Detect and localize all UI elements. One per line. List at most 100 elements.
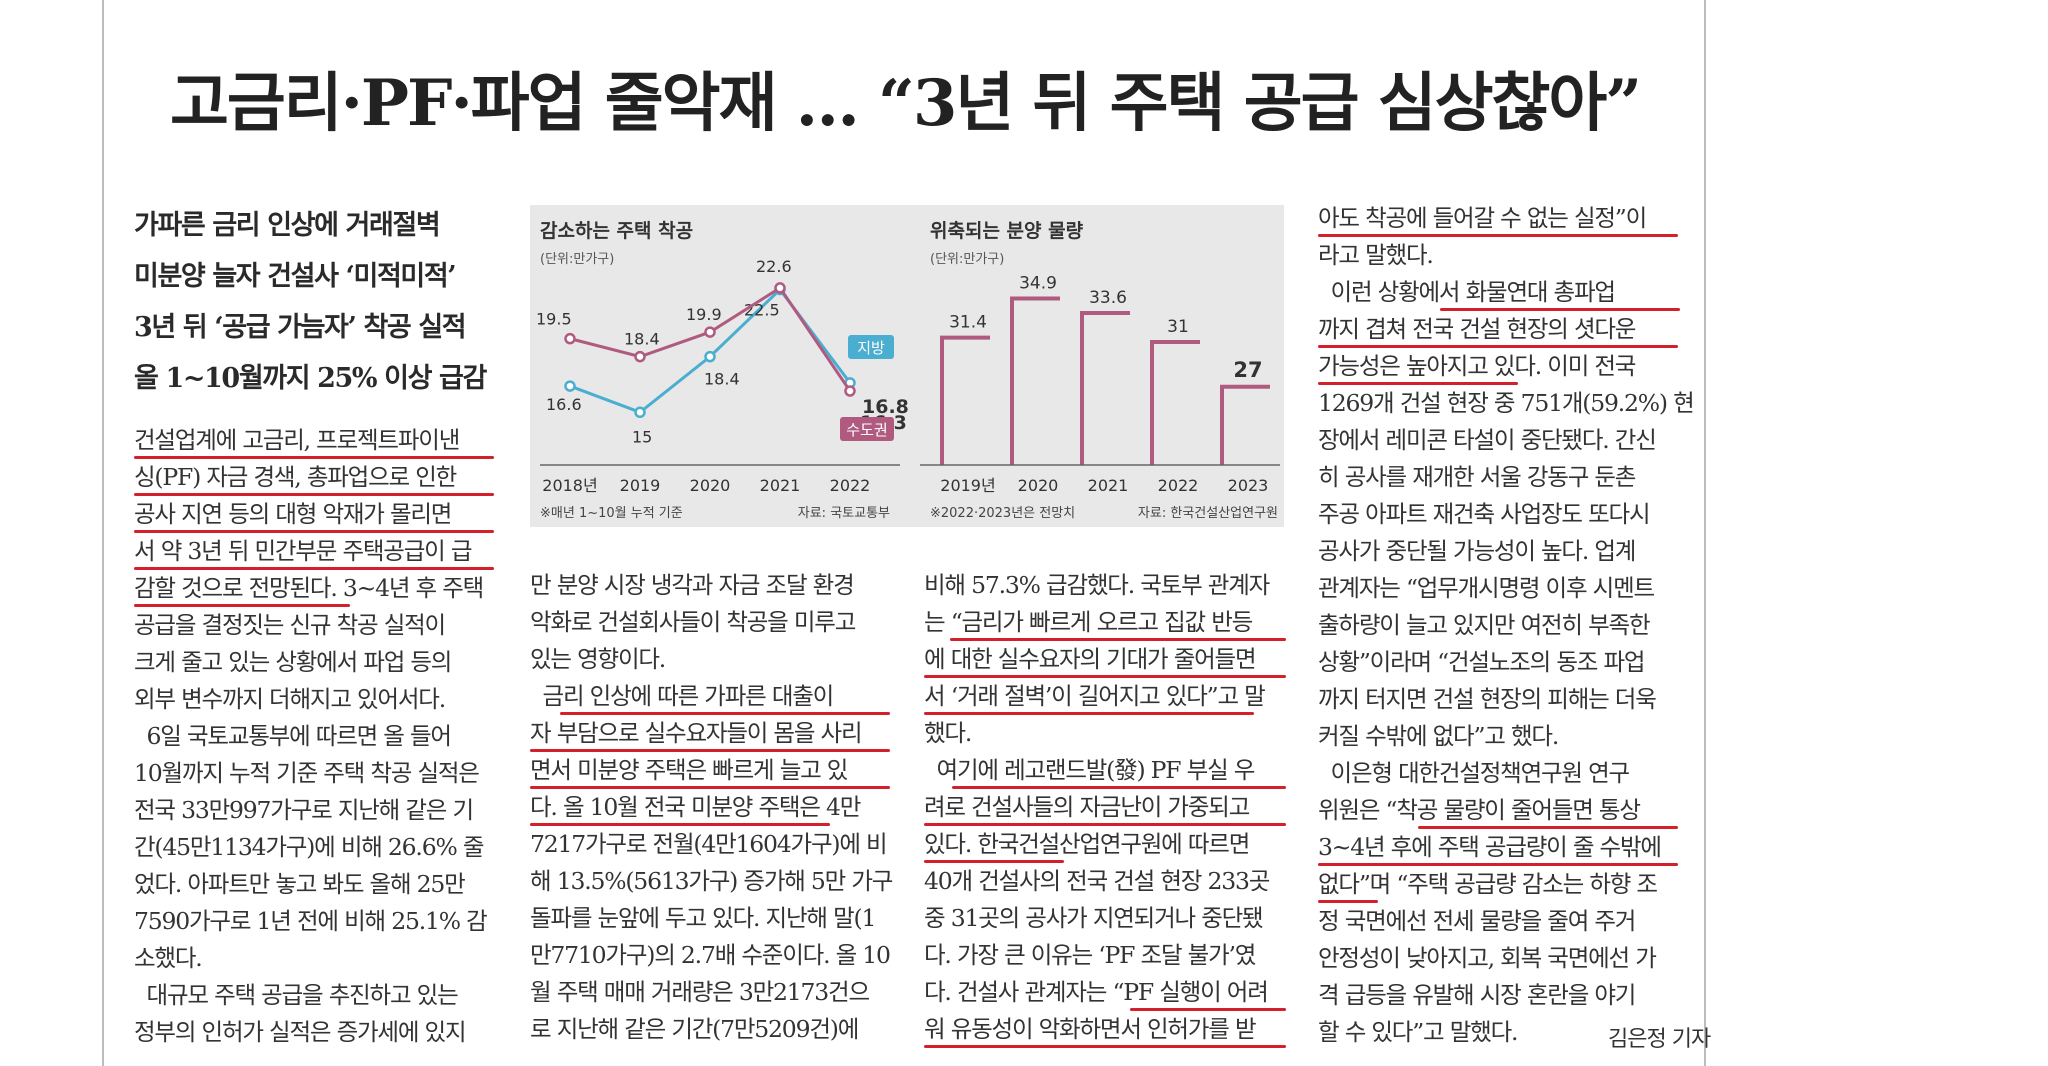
- x-tick-label: 2023: [1228, 476, 1269, 495]
- x-tick-label: 2018년: [542, 476, 597, 495]
- article-line: 이런 상황에서 화물연대 총파업: [1318, 278, 1616, 306]
- x-tick-label: 2021: [1088, 476, 1129, 495]
- article-line: 크게 줄고 있는 상황에서 파업 등의: [134, 648, 452, 676]
- chart-title: 감소하는 주택 착공: [540, 220, 693, 242]
- article-line: 없다”며 “주택 공급량 감소는 하향 조: [1318, 870, 1658, 898]
- article-line: 격 급등을 유발해 시장 혼란을 야기: [1318, 981, 1636, 1009]
- article-line: 간(45만1134가구)에 비해 26.6% 줄: [134, 833, 484, 861]
- article-line: 까지 겹쳐 전국 건설 현장의 셧다운: [1318, 315, 1636, 343]
- article-line: 려로 건설사들의 자금난이 가중되고: [924, 793, 1250, 821]
- underline: [924, 860, 1064, 863]
- legend-label: 지방: [857, 339, 885, 357]
- article-line: 해 13.5%(5613가구) 증가해 5만 가구: [530, 867, 893, 895]
- underline: [1318, 863, 1678, 866]
- article-line: 서 약 3년 뒤 민간부문 주택공급이 급: [134, 537, 472, 565]
- underline: [1318, 345, 1678, 348]
- article-line: 1269개 건설 현장 중 751개(59.2%) 현: [1318, 389, 1695, 417]
- underline: [1318, 234, 1678, 237]
- x-tick-label: 2022: [1158, 476, 1199, 495]
- article-line: 돌파를 눈앞에 두고 있다. 지난해 말(1: [530, 904, 876, 932]
- data-label: 34.9: [1019, 273, 1057, 293]
- subhead-line: 3년 뒤 ‘공급 가늠자’ 착공 실적: [134, 312, 467, 343]
- article-line: 공사가 중단될 가능성이 높다. 업계: [1318, 537, 1636, 565]
- article-line: 3~4년 후에 주택 공급량이 줄 수밖에: [1318, 833, 1662, 861]
- article-line: 관계자는 “업무개시명령 이후 시멘트: [1318, 574, 1655, 602]
- byline: 김은정 기자: [1608, 1027, 1711, 1052]
- chart-note: ※매년 1~10월 누적 기준: [540, 506, 683, 521]
- article-line: 장에서 레미콘 타설이 중단됐다. 간신: [1318, 426, 1657, 454]
- x-tick-label: 2019: [620, 476, 661, 495]
- underline: [924, 675, 1286, 678]
- data-point: [564, 332, 576, 345]
- data-label: 16.8: [862, 396, 909, 418]
- article-line: 가능성은 높아지고 있다. 이미 전국: [1318, 352, 1636, 380]
- data-label: 15: [632, 427, 652, 446]
- article-line: 까지 터지면 건설 현장의 피해는 더욱: [1318, 685, 1657, 713]
- article-line: 는 “금리가 빠르게 오르고 집값 반등: [924, 608, 1253, 636]
- subhead-line: 가파른 금리 인상에 거래절벽: [134, 210, 441, 241]
- article-line: 자 부담으로 실수요자들이 몸을 사리: [530, 719, 863, 747]
- article-line: 다. 가장 큰 이유는 ‘PF 조달 불가’였: [924, 941, 1256, 969]
- underline: [1318, 382, 1518, 385]
- data-label: 16.6: [546, 395, 582, 414]
- underline: [1440, 308, 1680, 311]
- article-line: 있는 영향이다.: [530, 645, 666, 673]
- data-point: [844, 385, 856, 397]
- data-label: 33.6: [1089, 288, 1127, 308]
- data-point: [704, 350, 716, 363]
- underline: [134, 456, 494, 459]
- underline: [924, 1045, 1286, 1048]
- article-line: 7217가구로 전월(4만1604가구)에 비: [530, 830, 888, 858]
- article-line: 월 주택 매매 거래량은 3만2173건으: [530, 978, 870, 1006]
- article-line: 상황”이라며 “건설노조의 동조 파업: [1318, 648, 1646, 676]
- article-line: 7590가구로 1년 전에 비해 25.1% 감: [134, 907, 488, 935]
- article-line: 외부 변수까지 더해지고 있어서다.: [134, 685, 446, 713]
- article-column-4: 아도 착공에 들어갈 수 없는 실정”이 라고 말했다. 이런 상황에서 화물연대…: [1318, 200, 1695, 1051]
- underline: [1418, 826, 1678, 829]
- data-label: 31.4: [949, 313, 987, 333]
- article-column-2: 만 분양 시장 냉각과 자금 조달 환경 악화로 건설회사들이 착공을 미루고 있는…: [530, 567, 894, 1048]
- chart-svg: 감소하는 주택 착공 (단위:만가구) 16.6 15 18.4 22.5 16.8 19.5…: [536, 220, 1280, 521]
- underline: [134, 567, 494, 570]
- article-line: 대규모 주택 공급을 추진하고 있는: [134, 981, 459, 1009]
- underline: [134, 493, 494, 496]
- subhead-line: 올 1~10월까지 25% 이상 급감: [134, 363, 487, 394]
- article-line: 했다.: [924, 719, 972, 747]
- chart-unit-label: (단위:만가구): [540, 252, 614, 267]
- article-line: 금리 인상에 따른 가파른 대출이: [530, 682, 835, 710]
- data-point: [774, 282, 786, 294]
- subhead: 가파른 금리 인상에 거래절벽 미분양 늘자 건설사 ‘미적미적’ 3년 뒤 ‘…: [134, 200, 504, 404]
- article-line: 만7710가구)의 2.7배 수준이다. 올 10: [530, 941, 891, 969]
- underline: [950, 638, 1286, 641]
- chart-title: 위축되는 분양 물량: [930, 220, 1084, 242]
- article-line: 다. 건설사 관계자는 “PF 실행이 어려: [924, 978, 1269, 1006]
- underline: [530, 786, 890, 789]
- underline: [1130, 1008, 1286, 1011]
- underline: [560, 712, 890, 715]
- underline: [530, 749, 890, 752]
- article-line: 6일 국토교통부에 따르면 올 들어: [134, 722, 453, 750]
- bar: [940, 335, 990, 465]
- article-line: 안정성이 낮아지고, 회복 국면에선 가: [1318, 944, 1657, 972]
- article-line: 커질 수밖에 없다”고 했다.: [1318, 722, 1559, 750]
- article-line: 었다. 아파트만 놓고 봐도 올해 25만: [134, 870, 466, 898]
- article-line: 공급을 결정짓는 신규 착공 실적이: [134, 611, 446, 639]
- article-line: 다. 올 10월 전국 미분양 주택은 4만: [530, 793, 861, 821]
- data-label: 19.9: [686, 305, 722, 324]
- article-column-3: 비해 57.3% 급감했다. 국토부 관계자 는 “금리가 빠르게 오르고 집값 …: [924, 567, 1288, 1048]
- article-line: 중 31곳의 공사가 지연되거나 중단됐: [924, 904, 1264, 932]
- article-line: 주공 아파트 재건축 사업장도 또다시: [1318, 500, 1651, 528]
- article-line: 에 대한 실수요자의 기대가 줄어들면: [924, 645, 1257, 673]
- article-line: 10월까지 누적 기준 주택 착공 실적은: [134, 759, 480, 787]
- underline: [952, 786, 1286, 789]
- article-line: 출하량이 늘고 있지만 여전히 부족한: [1318, 611, 1651, 639]
- page-frame: [102, 0, 1706, 1066]
- article-line: 할 수 있다”고 말했다.: [1318, 1018, 1518, 1046]
- data-point: [634, 350, 646, 363]
- article-line: 소했다.: [134, 944, 203, 972]
- underline: [924, 823, 1286, 826]
- headline: 고금리·PF·파업 줄악재 … “3년 뒤 주택 공급 심상찮아”: [170, 66, 1642, 141]
- article-line: 싱(PF) 자금 경색, 총파업으로 인한: [134, 463, 457, 491]
- underline: [134, 530, 494, 533]
- bar: [1080, 311, 1130, 465]
